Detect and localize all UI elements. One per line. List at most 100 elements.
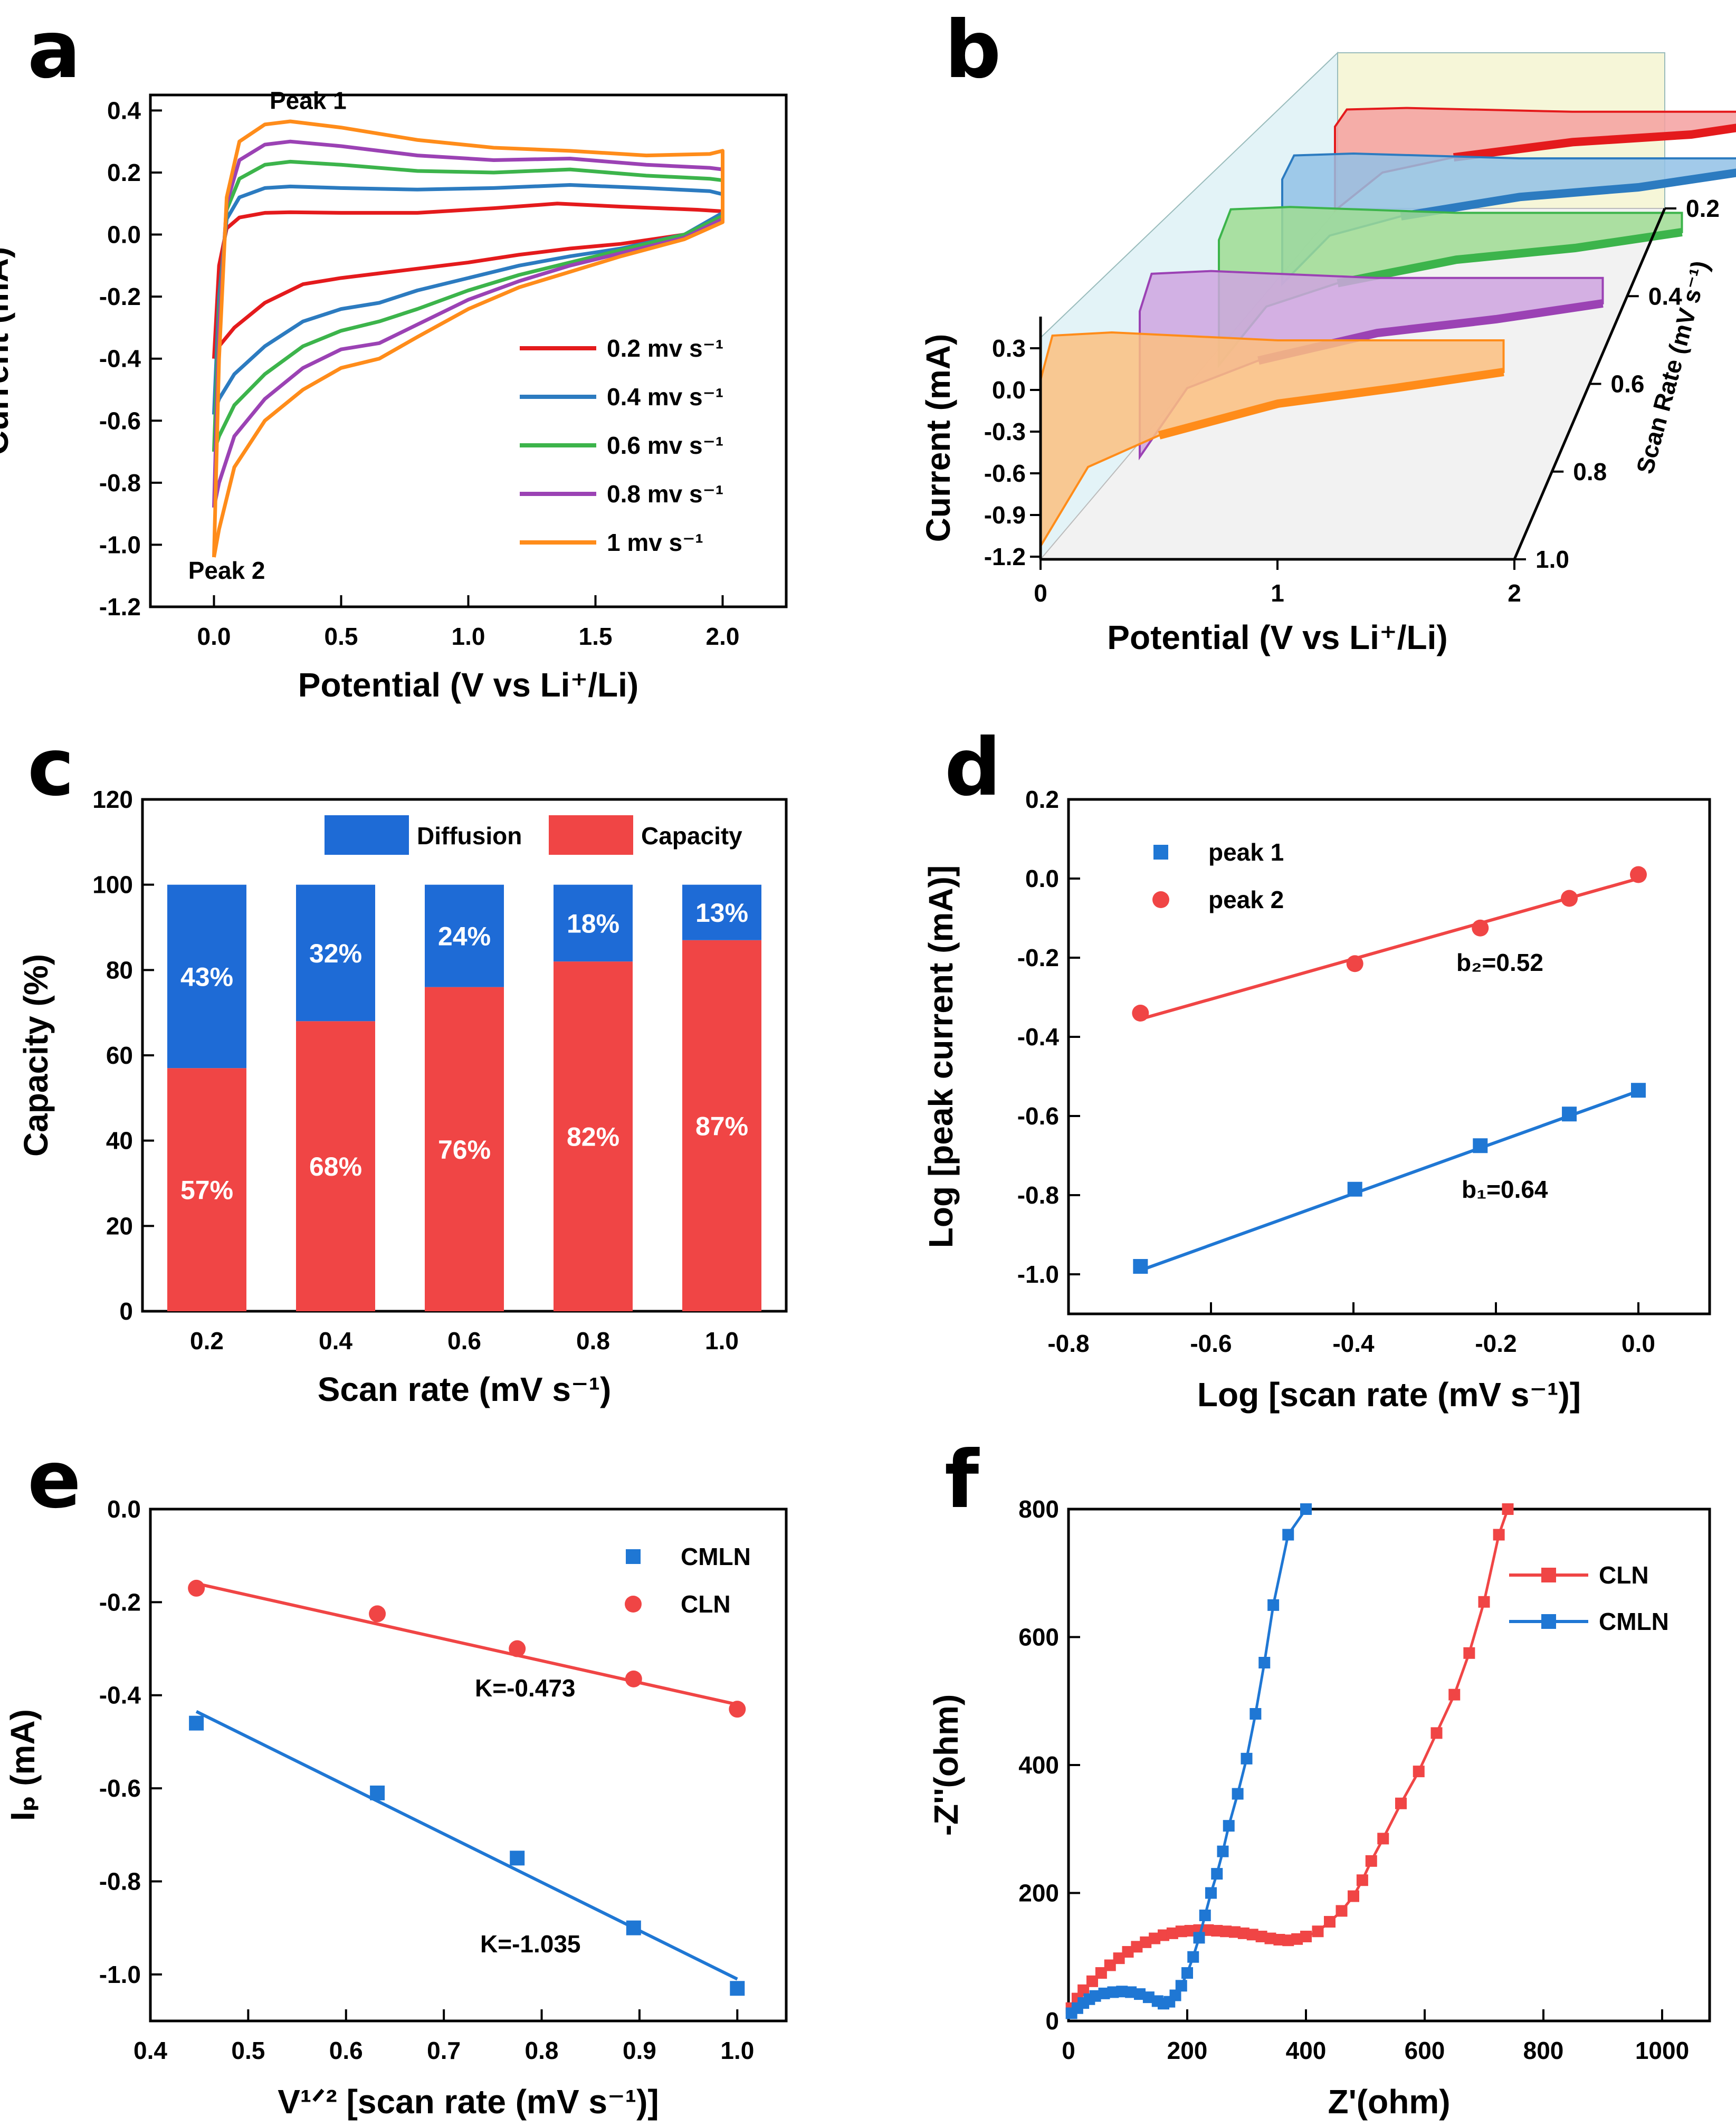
e-data-point — [625, 1670, 642, 1687]
c-x-tick-label: 0.4 — [319, 1327, 352, 1355]
d-y-tick-label: -0.4 — [1017, 1023, 1060, 1051]
f-data-point — [1430, 1727, 1443, 1739]
f-data-point — [1255, 1930, 1267, 1942]
c-legend-label: Diffusion — [417, 822, 522, 850]
e-x-tick-label: 0.4 — [133, 2037, 167, 2064]
d-data-point — [1347, 1181, 1362, 1197]
c-bar-capacity — [167, 1068, 246, 1311]
f-data-point — [1220, 1925, 1232, 1938]
f-data-point — [1502, 1503, 1514, 1515]
f-legend-marker — [1541, 1614, 1556, 1629]
c-bar-capacity — [554, 961, 633, 1311]
e-data-point — [188, 1579, 205, 1597]
f-data-point — [1291, 1933, 1303, 1945]
f-y-tick-label: 600 — [1018, 1624, 1059, 1651]
f-y-tick-label: 0 — [1045, 2007, 1059, 2035]
b-x-tick-label: 1 — [1271, 579, 1284, 607]
f-data-point — [1395, 1797, 1407, 1809]
e-y-tick-label: -0.4 — [99, 1682, 141, 1709]
f-data-point — [1113, 1952, 1125, 1964]
c-x-tick-label: 0.2 — [190, 1327, 224, 1355]
f-data-point — [1122, 1946, 1134, 1958]
f-data-point — [1273, 1934, 1285, 1946]
d-data-point — [1473, 1138, 1488, 1153]
a-annotation: Peak 2 — [188, 557, 265, 584]
b-z-tick-label: 0.6 — [1611, 370, 1645, 398]
d-data-point — [1630, 866, 1647, 883]
d-fit-line — [1140, 877, 1639, 1021]
e-data-point — [189, 1715, 204, 1731]
f-data-point — [1478, 1596, 1490, 1608]
panel-label-e: e — [27, 1434, 81, 1526]
panel-label-d: d — [945, 722, 1001, 814]
f-data-point — [1448, 1689, 1461, 1701]
e-y-axis-label: Iₚ (mA) — [4, 1709, 42, 1821]
b-slice-edge — [1400, 168, 1736, 221]
e-x-tick-label: 0.8 — [525, 2037, 559, 2064]
f-data-point — [1131, 1941, 1143, 1953]
f-x-tick-label: 400 — [1286, 2037, 1327, 2064]
a-y-tick-label: -0.4 — [99, 345, 141, 373]
f-data-point — [1149, 1932, 1161, 1944]
f-data-point — [1187, 1951, 1199, 1963]
b-z-tick-label: 1.0 — [1535, 546, 1569, 573]
d-slope-label: b₂=0.52 — [1456, 949, 1543, 976]
f-data-point — [1324, 1916, 1336, 1928]
d-y-tick-label: -0.6 — [1017, 1102, 1059, 1130]
f-data-point — [1463, 1647, 1475, 1659]
f-data-point — [1365, 1855, 1377, 1867]
f-data-point — [1223, 1820, 1235, 1832]
a-y-tick-label: 0.2 — [107, 159, 141, 186]
a-y-tick-label: 0.0 — [107, 221, 141, 249]
e-legend-label: CMLN — [681, 1543, 751, 1570]
e-data-point — [626, 1920, 641, 1935]
f-data-point — [1175, 1980, 1187, 1992]
b-z-tick-label: 0.4 — [1648, 282, 1682, 310]
a-legend-label: 0.2 mv s⁻¹ — [607, 335, 723, 362]
f-data-point — [1217, 1845, 1229, 1857]
d-legend-label: peak 2 — [1208, 886, 1284, 913]
c-bar-diffusion — [296, 884, 375, 1022]
e-data-point — [370, 1785, 385, 1800]
b-z-tick-label: 0.8 — [1573, 458, 1607, 485]
c-bar-capacity — [296, 1021, 375, 1311]
f-data-point — [1312, 1925, 1324, 1938]
panel-label-b: b — [945, 4, 1001, 96]
d-x-tick-label: -0.6 — [1190, 1330, 1232, 1357]
e-fit-line — [195, 1710, 738, 1981]
f-data-point — [1300, 1930, 1312, 1942]
c-bar-capacity-label: 57% — [180, 1176, 233, 1205]
f-data-point — [1199, 1909, 1211, 1921]
f-data-point — [1211, 1868, 1223, 1880]
c-bar-diffusion-label: 13% — [695, 898, 748, 928]
a-legend-label: 0.8 mv s⁻¹ — [607, 480, 723, 508]
f-data-point — [1104, 1959, 1116, 1971]
e-y-tick-label: -1.0 — [99, 1961, 141, 1988]
f-x-axis-label: Z'(ohm) — [1328, 2083, 1450, 2121]
f-data-point — [1264, 1932, 1276, 1944]
f-data-point — [1356, 1874, 1368, 1886]
f-series-line — [1070, 1509, 1509, 2009]
b-y-tick-label: -1.2 — [984, 543, 1026, 570]
b-x-tick-label: 0 — [1034, 579, 1047, 607]
a-y-tick-label: -1.0 — [99, 531, 141, 558]
f-data-point — [1169, 1989, 1181, 2001]
b-y-tick-label: -0.3 — [984, 418, 1026, 445]
c-bar-capacity-label: 87% — [695, 1111, 748, 1141]
c-bar-diffusion — [425, 884, 504, 987]
c-bar-capacity-label: 68% — [309, 1152, 362, 1181]
f-data-point — [1493, 1529, 1505, 1541]
f-data-point — [1377, 1833, 1389, 1845]
d-x-axis-label: Log [scan rate (mV s⁻¹)] — [1197, 1376, 1581, 1414]
c-bar-diffusion — [682, 884, 761, 940]
c-legend-swatch — [325, 815, 409, 855]
b-y-tick-label: 0.3 — [992, 335, 1026, 362]
e-x-tick-label: 0.9 — [623, 2037, 656, 2064]
a-x-axis-label: Potential (V vs Li⁺/Li) — [298, 666, 638, 704]
f-data-point — [1140, 1936, 1152, 1948]
panel-label-f: f — [945, 1434, 979, 1526]
e-data-point — [730, 1981, 745, 1996]
